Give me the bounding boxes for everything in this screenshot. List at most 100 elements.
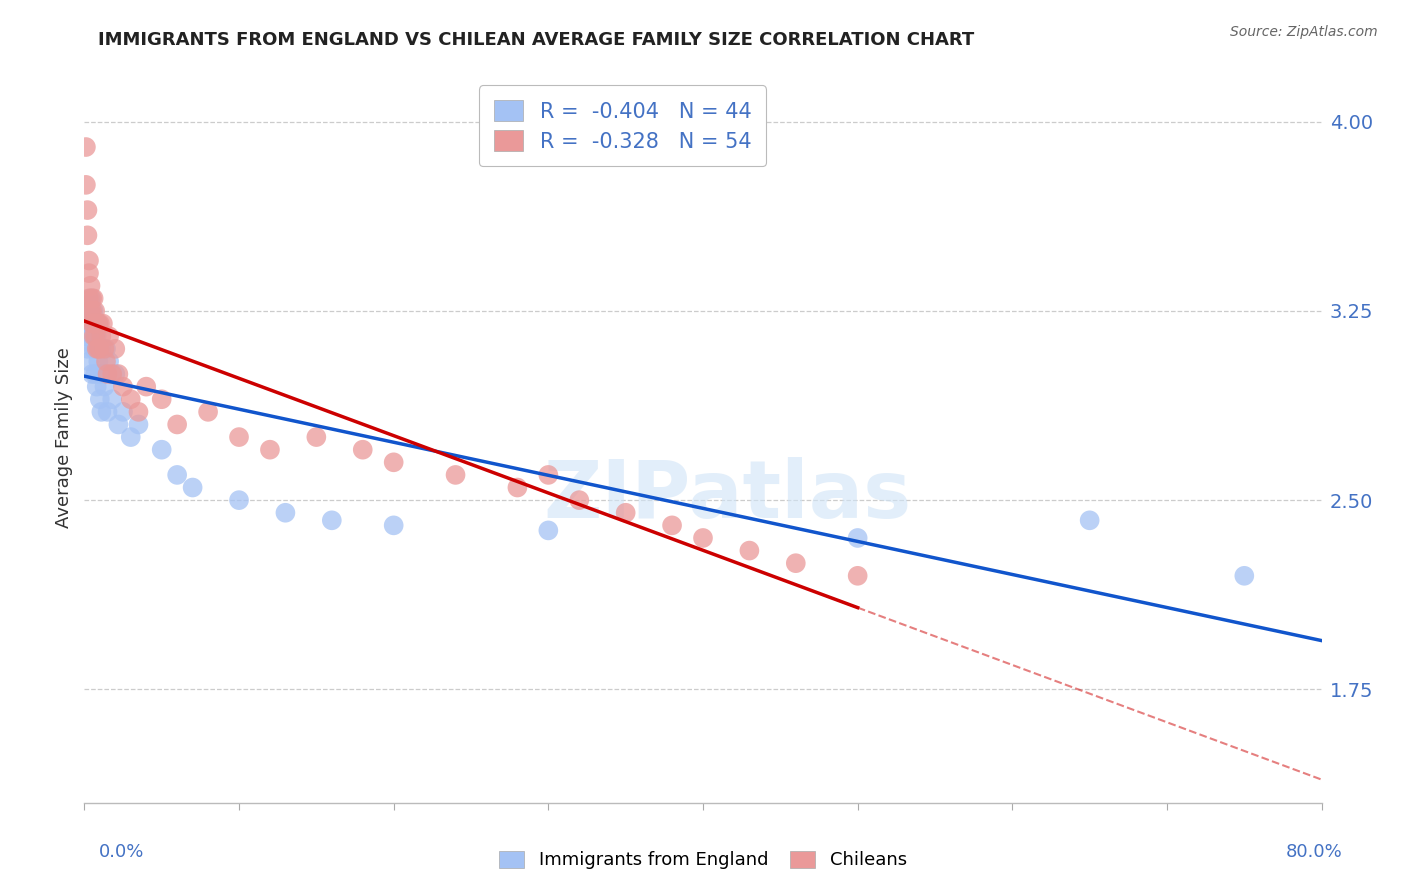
- Point: [738, 543, 761, 558]
- Point: [83, 317, 105, 331]
- Point: [87, 342, 110, 356]
- Point: [79, 278, 101, 293]
- Point: [77, 354, 100, 368]
- Point: [112, 379, 135, 393]
- Point: [87, 317, 110, 331]
- Point: [83, 291, 105, 305]
- Point: [89, 392, 111, 407]
- Point: [77, 266, 100, 280]
- Point: [93, 342, 115, 356]
- Point: [96, 405, 118, 419]
- Point: [382, 518, 405, 533]
- Point: [259, 442, 281, 457]
- Point: [90, 405, 112, 419]
- Point: [93, 379, 115, 393]
- Point: [107, 367, 129, 381]
- Point: [82, 304, 104, 318]
- Point: [87, 317, 110, 331]
- Point: [76, 317, 98, 331]
- Point: [84, 342, 107, 356]
- Point: [86, 329, 108, 343]
- Point: [86, 379, 108, 393]
- Legend: Immigrants from England, Chileans: Immigrants from England, Chileans: [491, 842, 915, 879]
- Point: [79, 317, 101, 331]
- Point: [614, 506, 637, 520]
- Point: [101, 392, 124, 407]
- Point: [89, 342, 111, 356]
- Point: [77, 253, 100, 268]
- Legend: R =  -0.404   N = 44, R =  -0.328   N = 54: R = -0.404 N = 44, R = -0.328 N = 54: [479, 86, 766, 166]
- Point: [107, 417, 129, 432]
- Text: 80.0%: 80.0%: [1286, 843, 1343, 861]
- Point: [120, 430, 142, 444]
- Point: [537, 467, 560, 482]
- Point: [84, 304, 107, 318]
- Point: [84, 367, 107, 381]
- Point: [83, 317, 105, 331]
- Point: [86, 342, 108, 356]
- Point: [568, 493, 591, 508]
- Point: [84, 329, 107, 343]
- Text: Source: ZipAtlas.com: Source: ZipAtlas.com: [1230, 25, 1378, 39]
- Point: [166, 417, 188, 432]
- Point: [150, 392, 173, 407]
- Point: [76, 203, 98, 218]
- Point: [82, 291, 104, 305]
- Point: [79, 291, 101, 305]
- Point: [94, 354, 117, 368]
- Point: [228, 430, 250, 444]
- Point: [444, 467, 467, 482]
- Point: [90, 342, 112, 356]
- Point: [197, 405, 219, 419]
- Point: [82, 317, 104, 331]
- Point: [506, 481, 529, 495]
- Point: [98, 354, 121, 368]
- Point: [352, 442, 374, 457]
- Point: [661, 518, 683, 533]
- Point: [382, 455, 405, 469]
- Point: [75, 178, 97, 192]
- Point: [228, 493, 250, 508]
- Point: [75, 329, 97, 343]
- Point: [89, 367, 111, 381]
- Point: [127, 405, 149, 419]
- Point: [82, 367, 104, 381]
- Point: [75, 140, 97, 154]
- Point: [94, 342, 117, 356]
- Point: [82, 329, 104, 343]
- Point: [785, 556, 807, 570]
- Point: [1233, 569, 1256, 583]
- Point: [127, 417, 149, 432]
- Point: [846, 531, 869, 545]
- Point: [166, 467, 188, 482]
- Point: [91, 367, 114, 381]
- Point: [77, 304, 100, 318]
- Text: IMMIGRANTS FROM ENGLAND VS CHILEAN AVERAGE FAMILY SIZE CORRELATION CHART: IMMIGRANTS FROM ENGLAND VS CHILEAN AVERA…: [98, 31, 974, 49]
- Point: [91, 317, 114, 331]
- Point: [79, 304, 101, 318]
- Point: [83, 342, 105, 356]
- Point: [120, 392, 142, 407]
- Point: [83, 329, 105, 343]
- Point: [181, 481, 204, 495]
- Point: [76, 228, 98, 243]
- Point: [90, 329, 112, 343]
- Point: [83, 304, 105, 318]
- Point: [537, 524, 560, 538]
- Point: [135, 379, 157, 393]
- Point: [104, 367, 127, 381]
- Point: [101, 367, 124, 381]
- Point: [150, 442, 173, 457]
- Point: [87, 354, 110, 368]
- Y-axis label: Average Family Size: Average Family Size: [55, 347, 73, 527]
- Point: [846, 569, 869, 583]
- Text: ZIPatlas: ZIPatlas: [544, 457, 912, 534]
- Point: [112, 405, 135, 419]
- Point: [274, 506, 297, 520]
- Point: [104, 342, 127, 356]
- Point: [86, 317, 108, 331]
- Point: [98, 329, 121, 343]
- Point: [77, 291, 100, 305]
- Point: [96, 367, 118, 381]
- Point: [692, 531, 714, 545]
